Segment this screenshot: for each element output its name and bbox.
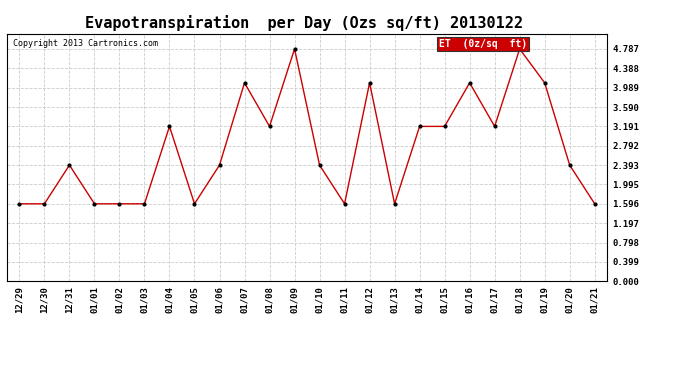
Text: ET  (0z/sq  ft): ET (0z/sq ft) [439, 39, 527, 49]
Text: Evapotranspiration  per Day (Ozs sq/ft) 20130122: Evapotranspiration per Day (Ozs sq/ft) 2… [85, 15, 522, 31]
Text: Copyright 2013 Cartronics.com: Copyright 2013 Cartronics.com [13, 39, 158, 48]
